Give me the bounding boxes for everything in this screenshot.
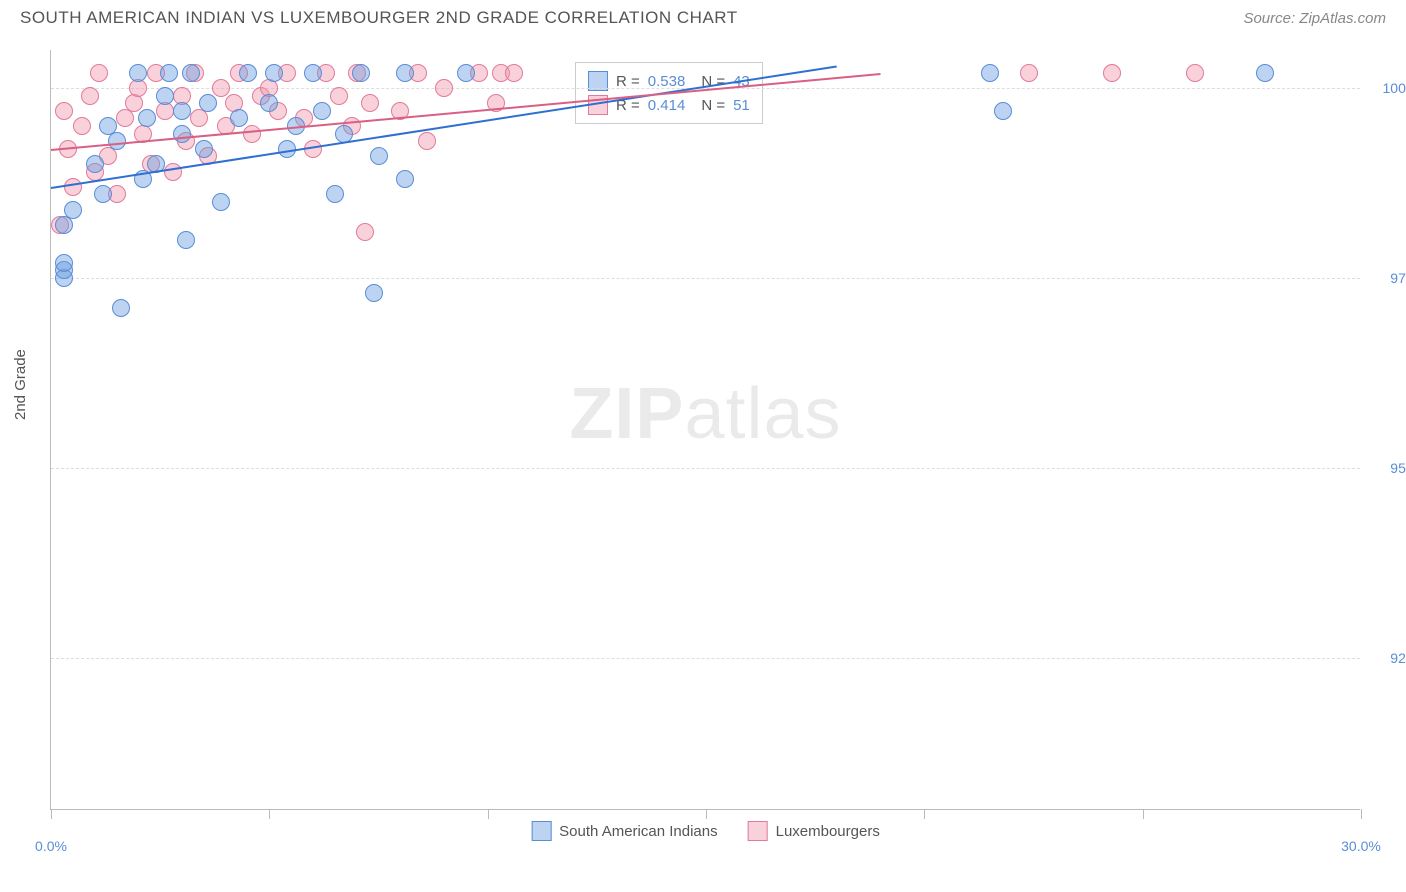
header: SOUTH AMERICAN INDIAN VS LUXEMBOURGER 2N… bbox=[0, 0, 1406, 32]
data-point-blue bbox=[195, 140, 213, 158]
legend-row-blue: R = 0.538 N = 43 bbox=[588, 69, 750, 93]
grid-line bbox=[51, 468, 1360, 469]
legend-item-blue: South American Indians bbox=[531, 821, 717, 841]
y-tick-label: 92.5% bbox=[1390, 650, 1406, 666]
data-point-blue bbox=[173, 125, 191, 143]
data-point-pink bbox=[125, 94, 143, 112]
data-point-pink bbox=[1103, 64, 1121, 82]
data-point-blue bbox=[396, 64, 414, 82]
data-point-pink bbox=[243, 125, 261, 143]
grid-line bbox=[51, 278, 1360, 279]
data-point-pink bbox=[55, 102, 73, 120]
data-point-blue bbox=[156, 87, 174, 105]
data-point-blue bbox=[86, 155, 104, 173]
data-point-pink bbox=[190, 109, 208, 127]
x-tick-label: 30.0% bbox=[1341, 838, 1381, 854]
x-tick bbox=[269, 809, 270, 819]
data-point-blue bbox=[55, 254, 73, 272]
data-point-blue bbox=[326, 185, 344, 203]
data-point-blue bbox=[396, 170, 414, 188]
data-point-blue bbox=[55, 216, 73, 234]
x-tick bbox=[924, 809, 925, 819]
data-point-blue bbox=[182, 64, 200, 82]
legend-label: Luxembourgers bbox=[776, 823, 880, 840]
data-point-pink bbox=[330, 87, 348, 105]
data-point-pink bbox=[81, 87, 99, 105]
data-point-blue bbox=[173, 102, 191, 120]
data-point-pink bbox=[90, 64, 108, 82]
data-point-pink bbox=[356, 223, 374, 241]
series-legend: South American Indians Luxembourgers bbox=[531, 821, 880, 841]
grid-line bbox=[51, 658, 1360, 659]
r-value-blue: 0.538 bbox=[648, 73, 686, 90]
data-point-blue bbox=[129, 64, 147, 82]
legend-item-pink: Luxembourgers bbox=[748, 821, 880, 841]
y-tick-label: 95.0% bbox=[1390, 460, 1406, 476]
data-point-blue bbox=[160, 64, 178, 82]
source-attribution: Source: ZipAtlas.com bbox=[1243, 10, 1386, 27]
data-point-blue bbox=[199, 94, 217, 112]
r-value-pink: 0.414 bbox=[648, 97, 686, 114]
data-point-blue bbox=[370, 147, 388, 165]
x-tick-label: 0.0% bbox=[35, 838, 67, 854]
data-point-blue bbox=[64, 201, 82, 219]
y-axis-label: 2nd Grade bbox=[12, 349, 29, 420]
data-point-pink bbox=[418, 132, 436, 150]
data-point-blue bbox=[260, 94, 278, 112]
data-point-blue bbox=[212, 193, 230, 211]
x-tick bbox=[706, 809, 707, 819]
data-point-blue bbox=[457, 64, 475, 82]
data-point-blue bbox=[352, 64, 370, 82]
data-point-pink bbox=[505, 64, 523, 82]
data-point-pink bbox=[435, 79, 453, 97]
scatter-chart: ZIPatlas R = 0.538 N = 43 R = 0.414 N = … bbox=[50, 50, 1360, 810]
x-tick bbox=[1361, 809, 1362, 819]
data-point-pink bbox=[164, 163, 182, 181]
data-point-blue bbox=[239, 64, 257, 82]
data-point-blue bbox=[265, 64, 283, 82]
n-value-pink: 51 bbox=[733, 97, 750, 114]
legend-swatch-icon bbox=[748, 821, 768, 841]
data-point-blue bbox=[112, 299, 130, 317]
x-tick bbox=[1143, 809, 1144, 819]
data-point-blue bbox=[108, 132, 126, 150]
data-point-blue bbox=[94, 185, 112, 203]
data-point-blue bbox=[981, 64, 999, 82]
data-point-pink bbox=[1020, 64, 1038, 82]
data-point-blue bbox=[1256, 64, 1274, 82]
data-point-blue bbox=[177, 231, 195, 249]
legend-swatch-icon bbox=[531, 821, 551, 841]
data-point-blue bbox=[365, 284, 383, 302]
y-tick-label: 97.5% bbox=[1390, 270, 1406, 286]
data-point-blue bbox=[994, 102, 1012, 120]
x-tick bbox=[51, 809, 52, 819]
data-point-pink bbox=[73, 117, 91, 135]
data-point-pink bbox=[116, 109, 134, 127]
data-point-pink bbox=[64, 178, 82, 196]
x-tick bbox=[488, 809, 489, 819]
watermark: ZIPatlas bbox=[569, 373, 841, 455]
data-point-pink bbox=[361, 94, 379, 112]
data-point-blue bbox=[138, 109, 156, 127]
data-point-blue bbox=[304, 64, 322, 82]
y-tick-label: 100.0% bbox=[1383, 80, 1406, 96]
data-point-blue bbox=[230, 109, 248, 127]
data-point-pink bbox=[212, 79, 230, 97]
data-point-blue bbox=[313, 102, 331, 120]
legend-label: South American Indians bbox=[559, 823, 717, 840]
chart-title: SOUTH AMERICAN INDIAN VS LUXEMBOURGER 2N… bbox=[20, 8, 738, 28]
data-point-pink bbox=[1186, 64, 1204, 82]
